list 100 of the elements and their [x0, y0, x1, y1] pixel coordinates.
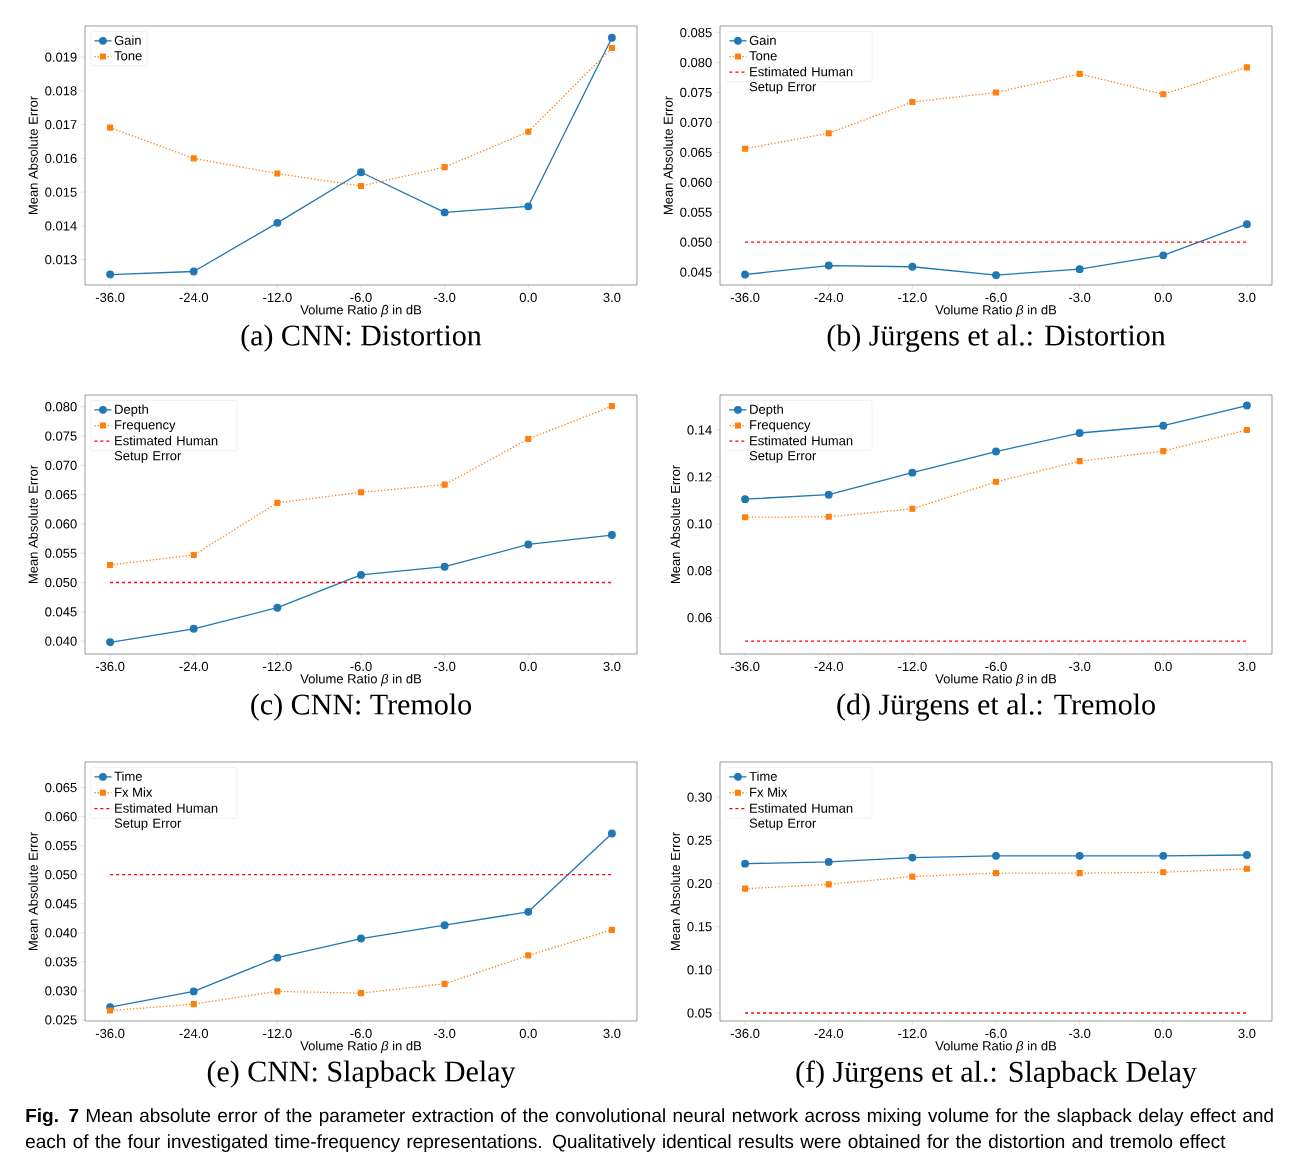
point: [1159, 251, 1168, 260]
point: [357, 183, 365, 190]
x-tick-label: -36.0: [95, 292, 125, 303]
point: [525, 952, 532, 959]
x-tick-label: 3.0: [1238, 661, 1256, 672]
y-tick-label: 0.060: [45, 519, 77, 529]
x-tick-label: -12.0: [898, 1028, 927, 1039]
x-tick-label: -24.0: [814, 292, 844, 303]
point: [608, 44, 615, 52]
point: [525, 435, 532, 443]
point: [824, 857, 833, 866]
point: [107, 124, 114, 131]
x-tick-label: -3.0: [434, 661, 456, 672]
point: [741, 495, 750, 504]
point: [189, 624, 198, 633]
y-tick-label: 0.080: [45, 402, 77, 412]
point: [1076, 458, 1083, 465]
legend-label: Frequency: [115, 420, 176, 432]
x-tick-label: 0.0: [519, 1028, 537, 1039]
legend-label: Time: [114, 771, 142, 781]
x-axis-title: Volume Ratio β in dB: [300, 304, 422, 317]
x-tick-label: -6.0: [350, 292, 372, 303]
y-tick-label: 0.085: [680, 27, 712, 38]
x-tick-label: 3.0: [603, 292, 621, 303]
point: [992, 478, 1000, 485]
legend-label: Fx Mix: [115, 787, 153, 797]
y-tick-label: 0.045: [680, 267, 712, 277]
x-tick-label: 0.0: [1154, 1028, 1172, 1039]
x-tick-label: 0.0: [519, 661, 537, 672]
legend-label: Depth: [115, 404, 148, 417]
point: [273, 603, 282, 612]
x-tick-label: -3.0: [434, 292, 456, 303]
text: (d) Jürgens et al.: Tremolo: [837, 693, 1155, 721]
point: [992, 447, 1000, 456]
x-tick-label: -3.0: [1069, 661, 1091, 672]
x-tick-label: 0.0: [519, 292, 537, 303]
x-tick-label: 0.0: [1154, 661, 1172, 672]
text: (a) CNN: Distortion: [241, 324, 482, 352]
point: [273, 953, 282, 962]
point: [1160, 91, 1167, 98]
text: (e) CNN: Slapback Delay: [207, 1060, 516, 1088]
y-axis-title: Mean Absolute Error: [663, 96, 673, 215]
y-axis-title: Mean Absolute Error: [670, 832, 681, 951]
point: [106, 270, 115, 279]
y-axis-title: Mean Absolute Error: [28, 96, 38, 215]
legend-label: Estimated Human Setup Error: [114, 803, 218, 831]
point: [1159, 851, 1168, 860]
point: [1242, 401, 1251, 410]
text: (f) Jürgens et al.: Slapback Delay: [796, 1060, 1197, 1089]
point: [357, 934, 365, 943]
point: [189, 267, 198, 276]
x-tick-label: -6.0: [350, 661, 372, 672]
point: [106, 638, 115, 647]
y-tick-label: 0.040: [45, 636, 77, 646]
x-tick-label: -24.0: [179, 292, 209, 303]
x-tick-label: -36.0: [95, 1028, 125, 1039]
x-tick-label: -36.0: [730, 292, 760, 303]
y-tick-label: 0.08: [687, 566, 712, 576]
point: [608, 403, 615, 410]
x-tick-label: -3.0: [1069, 292, 1091, 303]
legend-label: Estimated Human Setup Error: [749, 435, 853, 463]
x-tick-label: -24.0: [179, 1028, 209, 1039]
y-tick-label: 0.14: [687, 425, 712, 435]
x-tick-label: 0.0: [1154, 292, 1172, 303]
y-tick-label: 0.045: [45, 899, 77, 909]
x-tick-label: -12.0: [263, 292, 292, 303]
y-tick-label: 0.070: [680, 117, 712, 128]
y-tick-label: 0.045: [45, 607, 77, 617]
x-axis-title: Volume Ratio β in dB: [935, 304, 1057, 317]
y-tick-label: 0.013: [45, 255, 77, 265]
point: [825, 513, 832, 520]
x-tick-label: -24.0: [814, 661, 844, 672]
x-axis-title: Volume Ratio β in dB: [935, 673, 1057, 686]
point: [107, 1007, 114, 1014]
y-axis-title: Mean Absolute Error: [670, 465, 681, 584]
point: [1242, 220, 1251, 229]
point: [607, 33, 616, 42]
legend-label: Fx Mix: [750, 787, 788, 797]
point: [1075, 429, 1084, 437]
legend-label: Estimated Human Setup Error: [114, 435, 218, 463]
point: [992, 851, 1000, 860]
y-tick-label: 0.05: [687, 1008, 712, 1018]
legend-label: Depth: [750, 404, 783, 417]
point: [1243, 64, 1250, 71]
x-tick-label: -12.0: [898, 292, 927, 303]
x-tick-label: 3.0: [603, 661, 621, 672]
point: [908, 468, 917, 477]
point: [274, 499, 281, 506]
point: [825, 130, 832, 137]
legend-label: Frequency: [750, 420, 811, 432]
point: [741, 270, 750, 279]
point: [189, 987, 198, 996]
y-tick-label: 0.055: [680, 207, 712, 217]
x-tick-label: -12.0: [898, 661, 927, 672]
point: [909, 505, 916, 512]
y-tick-label: 0.014: [45, 221, 77, 231]
point: [607, 829, 616, 838]
point: [524, 540, 533, 549]
point: [1160, 869, 1167, 876]
legend-label: Time: [749, 771, 777, 781]
